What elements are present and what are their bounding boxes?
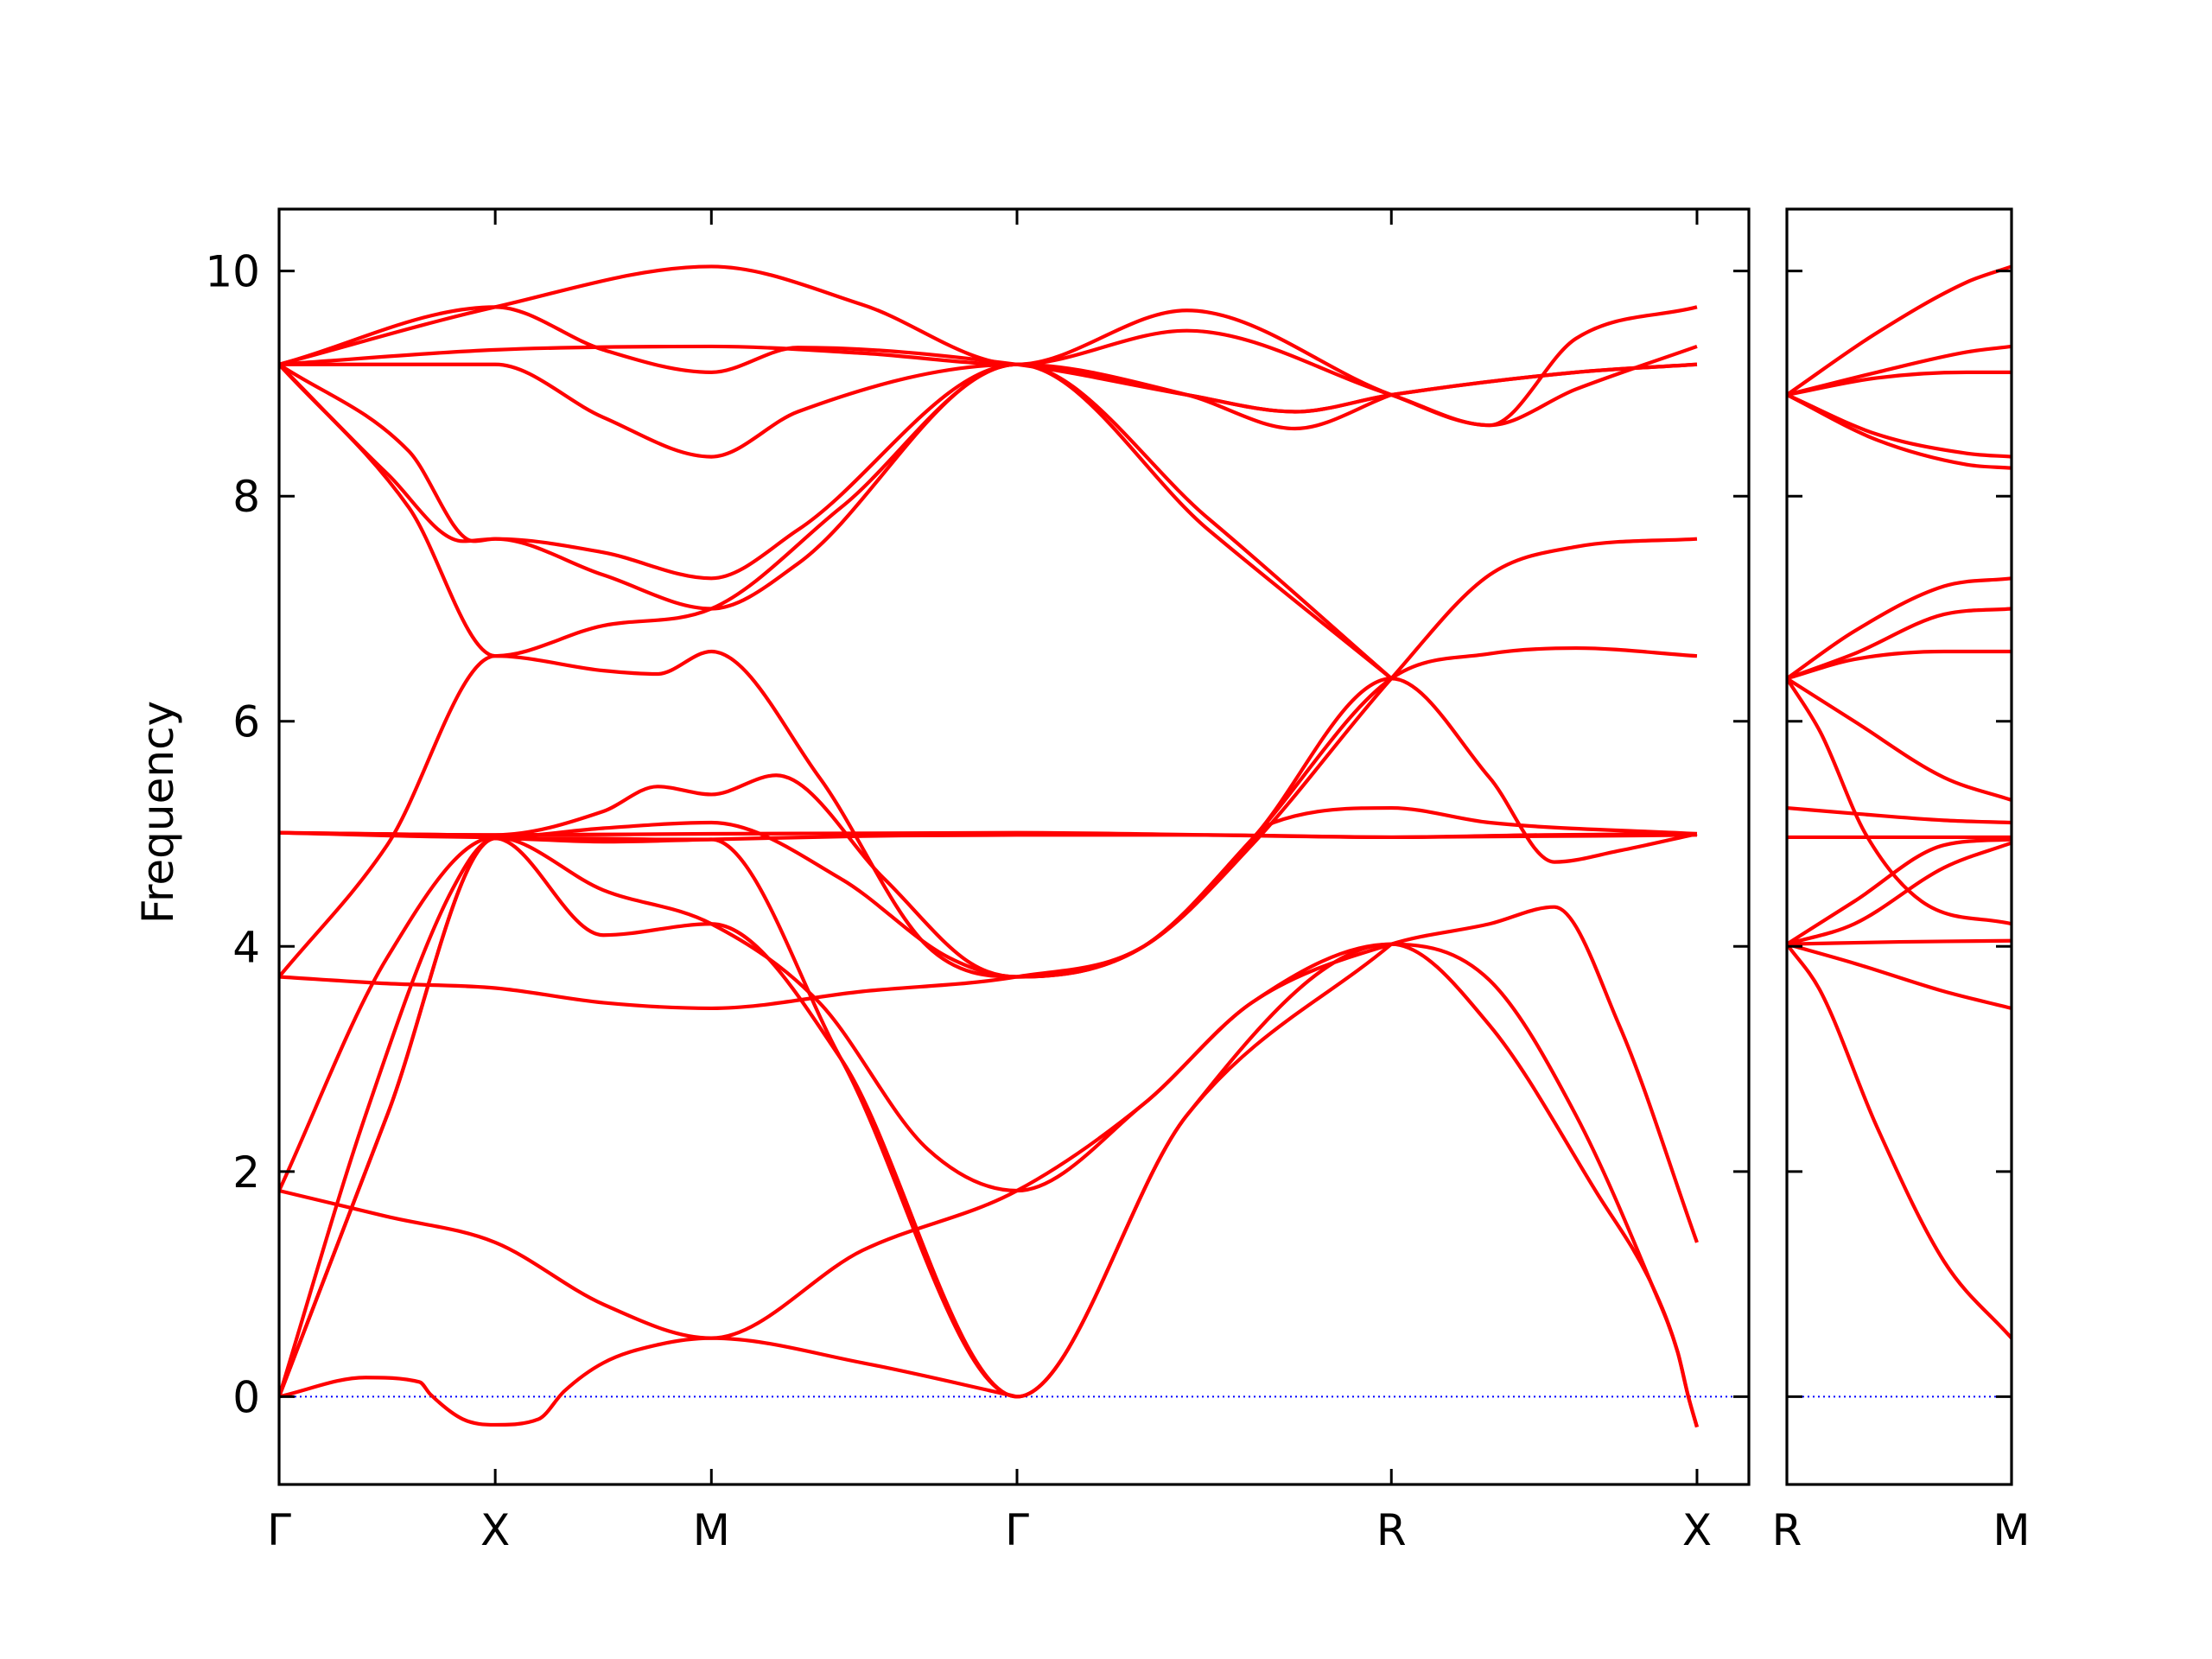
band-lines [1787, 264, 2012, 1340]
band-2 [279, 831, 1697, 1398]
x-tick-label: M [1993, 1505, 2030, 1555]
band-11 [279, 836, 1393, 1399]
band-15 [1787, 938, 2012, 946]
axes-frame [277, 207, 1751, 1486]
x-tick-label: X [480, 1505, 510, 1555]
band-14 [1787, 841, 2012, 946]
band-18 [279, 362, 1392, 658]
band-3 [279, 905, 1699, 1340]
y-tick-label: 10 [205, 247, 260, 297]
band-1 [279, 1336, 1018, 1427]
axes-frame [1785, 207, 2013, 1486]
band-13 [279, 328, 1698, 428]
band-16 [279, 362, 1393, 680]
panel-main: 0 2 4 6 8 10 Γ X M Γ R X [205, 207, 1751, 1555]
band-17 [1787, 943, 2012, 1340]
y-tick-label: 0 [232, 1372, 260, 1422]
band-11 [1787, 805, 2012, 825]
band-1 [1787, 264, 2012, 397]
x-tick-label: Γ [1005, 1505, 1029, 1555]
x-tick-label: R [1772, 1505, 1802, 1555]
band-17 [279, 362, 1393, 680]
x-tick-label: X [1682, 1505, 1712, 1555]
band-15 [279, 362, 1698, 459]
band-2 [1787, 344, 2012, 397]
band-8 [1787, 649, 2012, 681]
band-12 [279, 264, 1698, 428]
y-tick-label: 6 [232, 697, 260, 747]
y-tick-label: 2 [232, 1147, 260, 1198]
band-14 [279, 305, 1698, 414]
band-9 [1787, 677, 2012, 802]
y-tick-label: 8 [232, 472, 260, 522]
band-5 [1787, 393, 2012, 470]
x-tick-label: Γ [267, 1505, 291, 1555]
band-9 [279, 677, 1698, 979]
band-10 [1787, 677, 2012, 926]
band-16 [1787, 942, 2012, 1010]
y-tick-label: 4 [232, 922, 260, 972]
y-axis-label: Frequency [133, 701, 183, 924]
band-13 [1787, 837, 2012, 946]
band-6 [279, 645, 1698, 979]
x-tick-label: M [693, 1505, 730, 1555]
band-3 [1787, 370, 2012, 397]
band-lines [279, 264, 1699, 1428]
x-tick-label: R [1376, 1505, 1407, 1555]
band-6 [1787, 576, 2012, 680]
band-4 [1787, 393, 2012, 459]
band-8 [279, 773, 1698, 979]
